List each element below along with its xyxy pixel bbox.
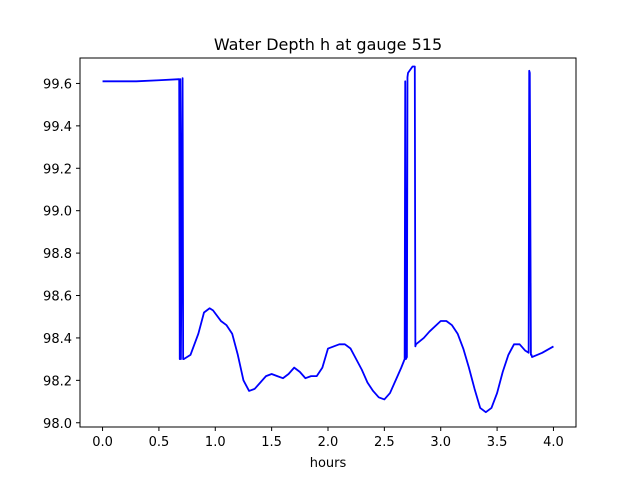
- y-tick-label: 98.4: [43, 332, 72, 347]
- y-tick-label: 98.8: [43, 247, 72, 262]
- y-axis: 98.0 98.2 98.4 98.6 98.8 99.0 99.2 99.4 99.6: [43, 77, 80, 432]
- y-tick-label: 99.6: [43, 77, 72, 92]
- x-tick-label: 4.0: [543, 435, 564, 450]
- x-tick-label: 1.0: [205, 435, 226, 450]
- x-tick-label: 1.5: [261, 435, 282, 450]
- y-tick-label: 99.4: [43, 120, 72, 135]
- x-tick-label: 0.5: [149, 435, 170, 450]
- x-axis: 0.0 0.5 1.0 1.5 2.0 2.5 3.0 3.5 4.0: [92, 427, 564, 450]
- x-tick-label: 2.5: [374, 435, 395, 450]
- x-tick-label: 0.0: [92, 435, 113, 450]
- y-tick-label: 99.0: [43, 205, 72, 220]
- y-tick-label: 98.6: [43, 290, 72, 305]
- axes-frame: [79, 57, 577, 428]
- chart-title: Water Depth h at gauge 515: [214, 35, 442, 54]
- x-tick-label: 3.0: [430, 435, 451, 450]
- y-tick-label: 98.2: [43, 374, 72, 389]
- x-axis-label: hours: [310, 456, 347, 471]
- x-tick-label: 2.0: [318, 435, 339, 450]
- y-tick-label: 99.2: [43, 162, 72, 177]
- y-tick-label: 98.0: [43, 417, 72, 432]
- x-tick-label: 3.5: [487, 435, 508, 450]
- plot-area: [102, 65, 554, 414]
- series-line-0: [102, 65, 554, 414]
